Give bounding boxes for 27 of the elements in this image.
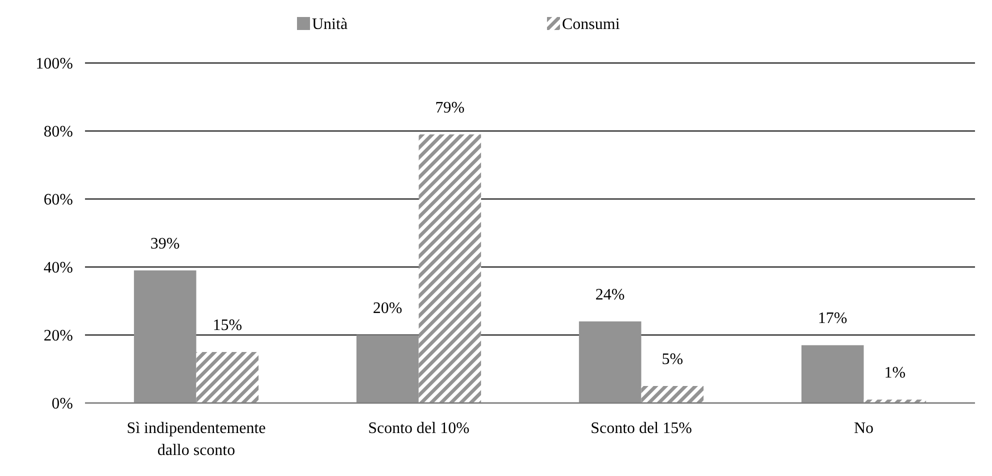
bar [801, 345, 864, 403]
bar [418, 134, 482, 403]
data-label: 5% [662, 351, 684, 368]
y-tick-label: 60% [44, 192, 73, 209]
x-tick-label: Sì indipendentemente dallo sconto [126, 420, 266, 459]
data-label: 17% [818, 310, 848, 328]
bar [641, 386, 704, 403]
y-tick-label: 80% [44, 124, 73, 141]
legend-label: Unità [312, 16, 348, 33]
data-label: 24% [595, 286, 625, 304]
data-label: 79% [435, 99, 465, 116]
bar [134, 270, 196, 403]
y-tick-label: 40% [44, 260, 73, 277]
y-tick-label: 20% [44, 328, 73, 345]
bar [356, 335, 419, 403]
x-tick-label: Sconto del 15% [590, 420, 692, 437]
data-label: 1% [884, 364, 906, 382]
x-tick-label: Sconto del 10% [368, 420, 470, 437]
y-tick-label: 100% [36, 56, 73, 73]
bar [578, 321, 642, 403]
data-label: 39% [150, 235, 180, 252]
legend-label: Consumi [562, 16, 620, 33]
x-tick-label: No [854, 420, 874, 437]
y-tick-label: 0% [52, 396, 73, 413]
data-label: 20% [372, 300, 402, 317]
data-label: 15% [212, 317, 242, 334]
bar [196, 352, 259, 403]
